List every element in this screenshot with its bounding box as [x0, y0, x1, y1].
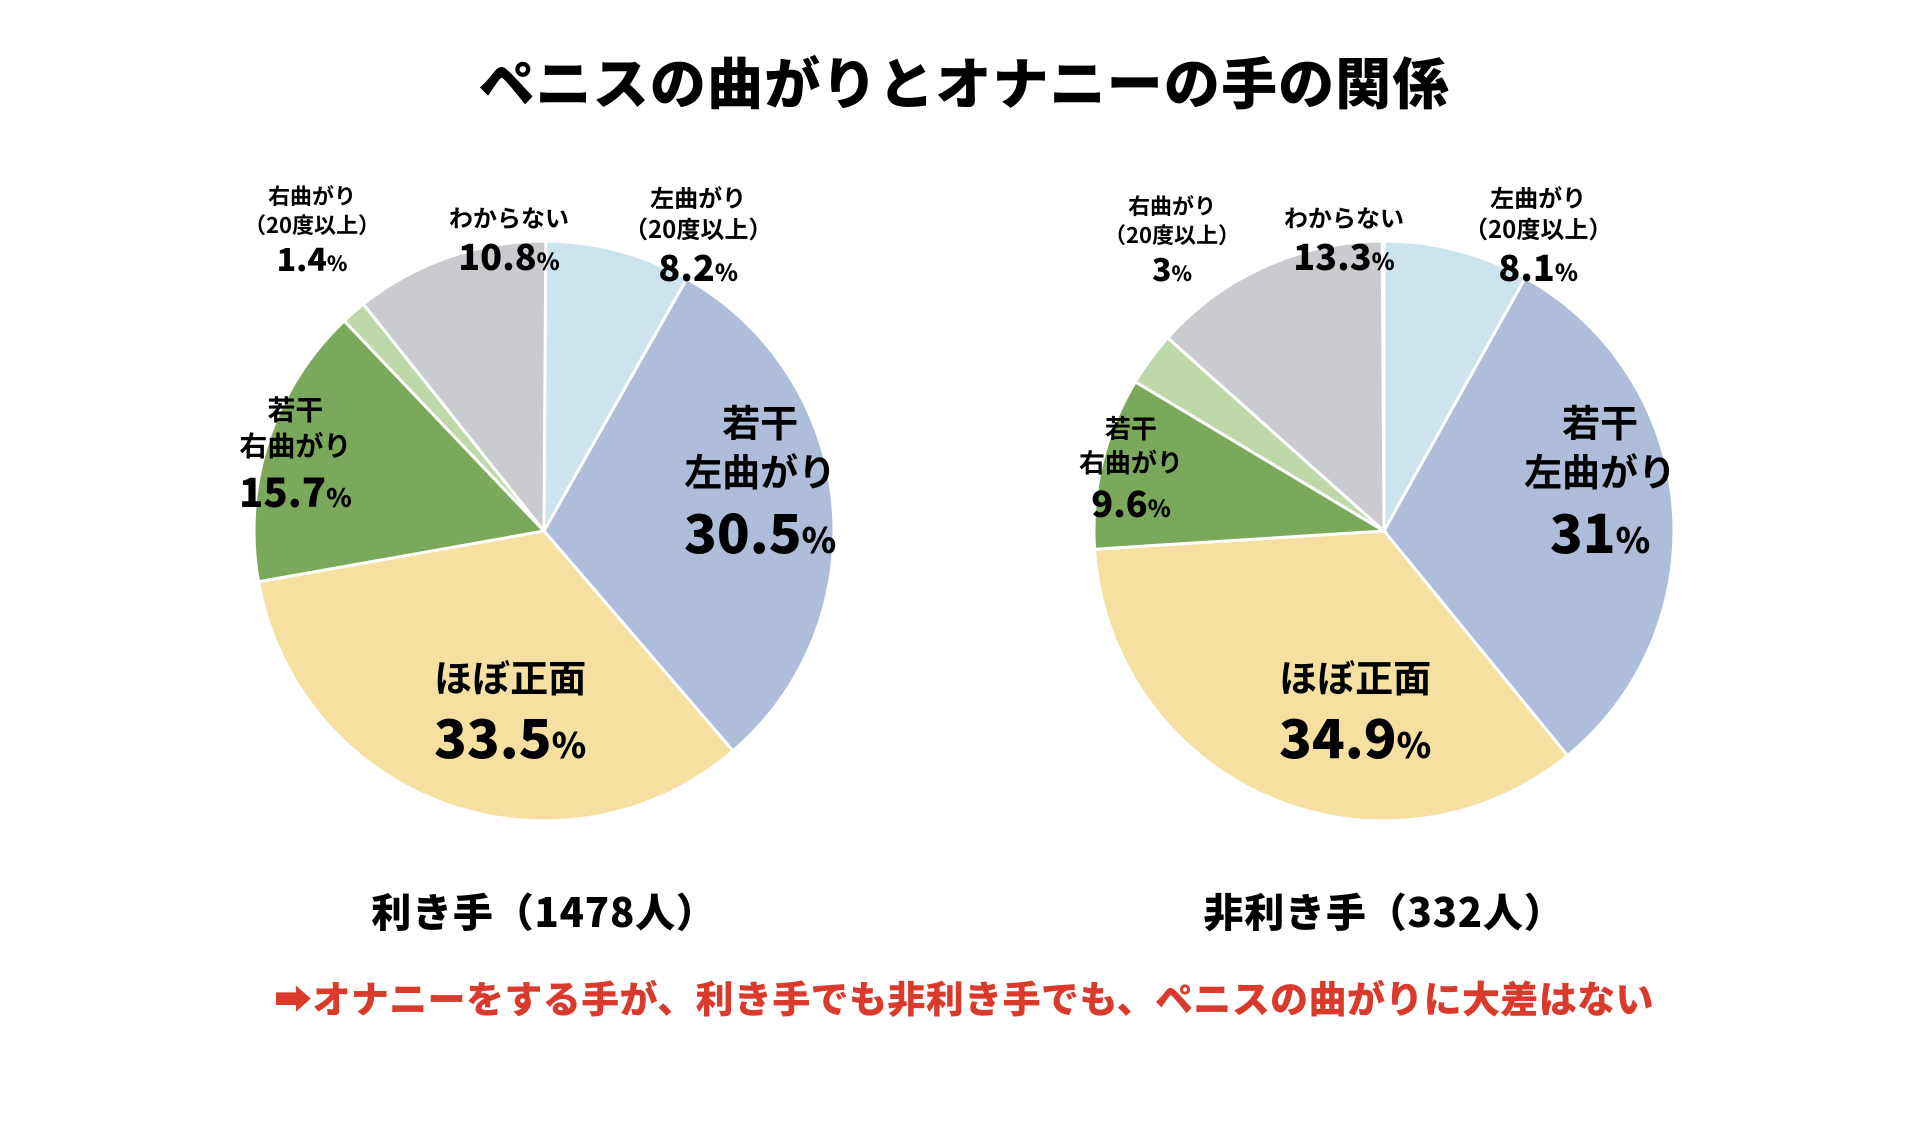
- slice-label-line: わからない: [449, 201, 569, 232]
- arrow-icon: ➡: [274, 969, 312, 1024]
- slice-label: 左曲がり（20度以上）8.1%: [1464, 181, 1612, 290]
- charts-container: 左曲がり（20度以上）8.2%若干左曲がり30.5%ほぼ正面33.5%若干右曲が…: [0, 151, 1928, 939]
- slice-label-line: 右曲がり: [1104, 191, 1240, 220]
- slice-value: 33.5%: [434, 700, 586, 770]
- slice-value: 30.5%: [684, 495, 836, 565]
- slice-label-line: 左曲がり: [624, 181, 772, 212]
- chart-left-subtitle: 利き手（1478人）: [371, 881, 716, 939]
- conclusion-text: オナニーをする手が、利き手でも非利き手でも、ペニスの曲がりに大差はない: [312, 969, 1653, 1024]
- slice-value: 34.9%: [1279, 700, 1431, 770]
- slice-label-line: 若干: [239, 391, 352, 427]
- slice-label-line: 若干: [684, 396, 836, 445]
- slice-label-line: 右曲がり: [239, 427, 352, 463]
- chart-title: ペニスの曲がりとオナニーの手の関係: [0, 0, 1928, 121]
- slice-label-line: 右曲がり: [244, 181, 380, 210]
- slice-label-line: 左曲がり: [1524, 445, 1676, 494]
- pie-chart-left: 左曲がり（20度以上）8.2%若干左曲がり30.5%ほぼ正面33.5%若干右曲が…: [184, 151, 904, 871]
- slice-label-line: （20度以上）: [244, 210, 380, 239]
- slice-label-line: 若干: [1524, 396, 1676, 445]
- slice-label: わからない10.8%: [449, 201, 569, 279]
- slice-label-line: わからない: [1284, 201, 1404, 232]
- slice-value: 1.4%: [244, 238, 380, 280]
- slice-label-line: （20度以上）: [624, 212, 772, 243]
- slice-label: ほぼ正面33.5%: [434, 651, 586, 771]
- slice-value: 8.2%: [624, 243, 772, 290]
- slice-label-line: （20度以上）: [1464, 212, 1612, 243]
- slice-label: 右曲がり（20度以上）1.4%: [244, 181, 380, 280]
- slice-label-line: 左曲がり: [1464, 181, 1612, 212]
- conclusion-note: ➡オナニーをする手が、利き手でも非利き手でも、ペニスの曲がりに大差はない: [0, 969, 1928, 1024]
- pie-chart-right: 左曲がり（20度以上）8.1%若干左曲がり31%ほぼ正面34.9%若干右曲がり9…: [1024, 151, 1744, 871]
- slice-label-line: 若干: [1079, 411, 1183, 445]
- slice-label-line: 右曲がり: [1079, 445, 1183, 479]
- slice-label: わからない13.3%: [1284, 201, 1404, 279]
- chart-right-wrapper: 左曲がり（20度以上）8.1%若干左曲がり31%ほぼ正面34.9%若干右曲がり9…: [1024, 151, 1744, 939]
- slice-value: 15.7%: [239, 464, 352, 516]
- slice-label: ほぼ正面34.9%: [1279, 651, 1431, 771]
- slice-label-line: ほぼ正面: [434, 651, 586, 700]
- slice-label-line: （20度以上）: [1104, 220, 1240, 249]
- slice-label: 左曲がり（20度以上）8.2%: [624, 181, 772, 290]
- slice-value: 3%: [1104, 248, 1240, 290]
- slice-label: 右曲がり（20度以上）3%: [1104, 191, 1240, 290]
- chart-left-wrapper: 左曲がり（20度以上）8.2%若干左曲がり30.5%ほぼ正面33.5%若干右曲が…: [184, 151, 904, 939]
- slice-value: 31%: [1524, 495, 1676, 565]
- slice-label: 若干左曲がり30.5%: [684, 396, 836, 565]
- slice-label-line: 左曲がり: [684, 445, 836, 494]
- slice-label: 若干右曲がり15.7%: [239, 391, 352, 516]
- chart-right-subtitle: 非利き手（332人）: [1203, 881, 1564, 939]
- slice-value: 13.3%: [1284, 232, 1404, 279]
- slice-label-line: ほぼ正面: [1279, 651, 1431, 700]
- slice-label: 若干右曲がり9.6%: [1079, 411, 1183, 525]
- slice-value: 10.8%: [449, 232, 569, 279]
- slice-value: 8.1%: [1464, 243, 1612, 290]
- slice-value: 9.6%: [1079, 479, 1183, 526]
- slice-label: 若干左曲がり31%: [1524, 396, 1676, 565]
